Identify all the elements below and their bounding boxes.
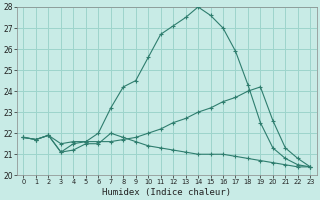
X-axis label: Humidex (Indice chaleur): Humidex (Indice chaleur) — [102, 188, 231, 197]
